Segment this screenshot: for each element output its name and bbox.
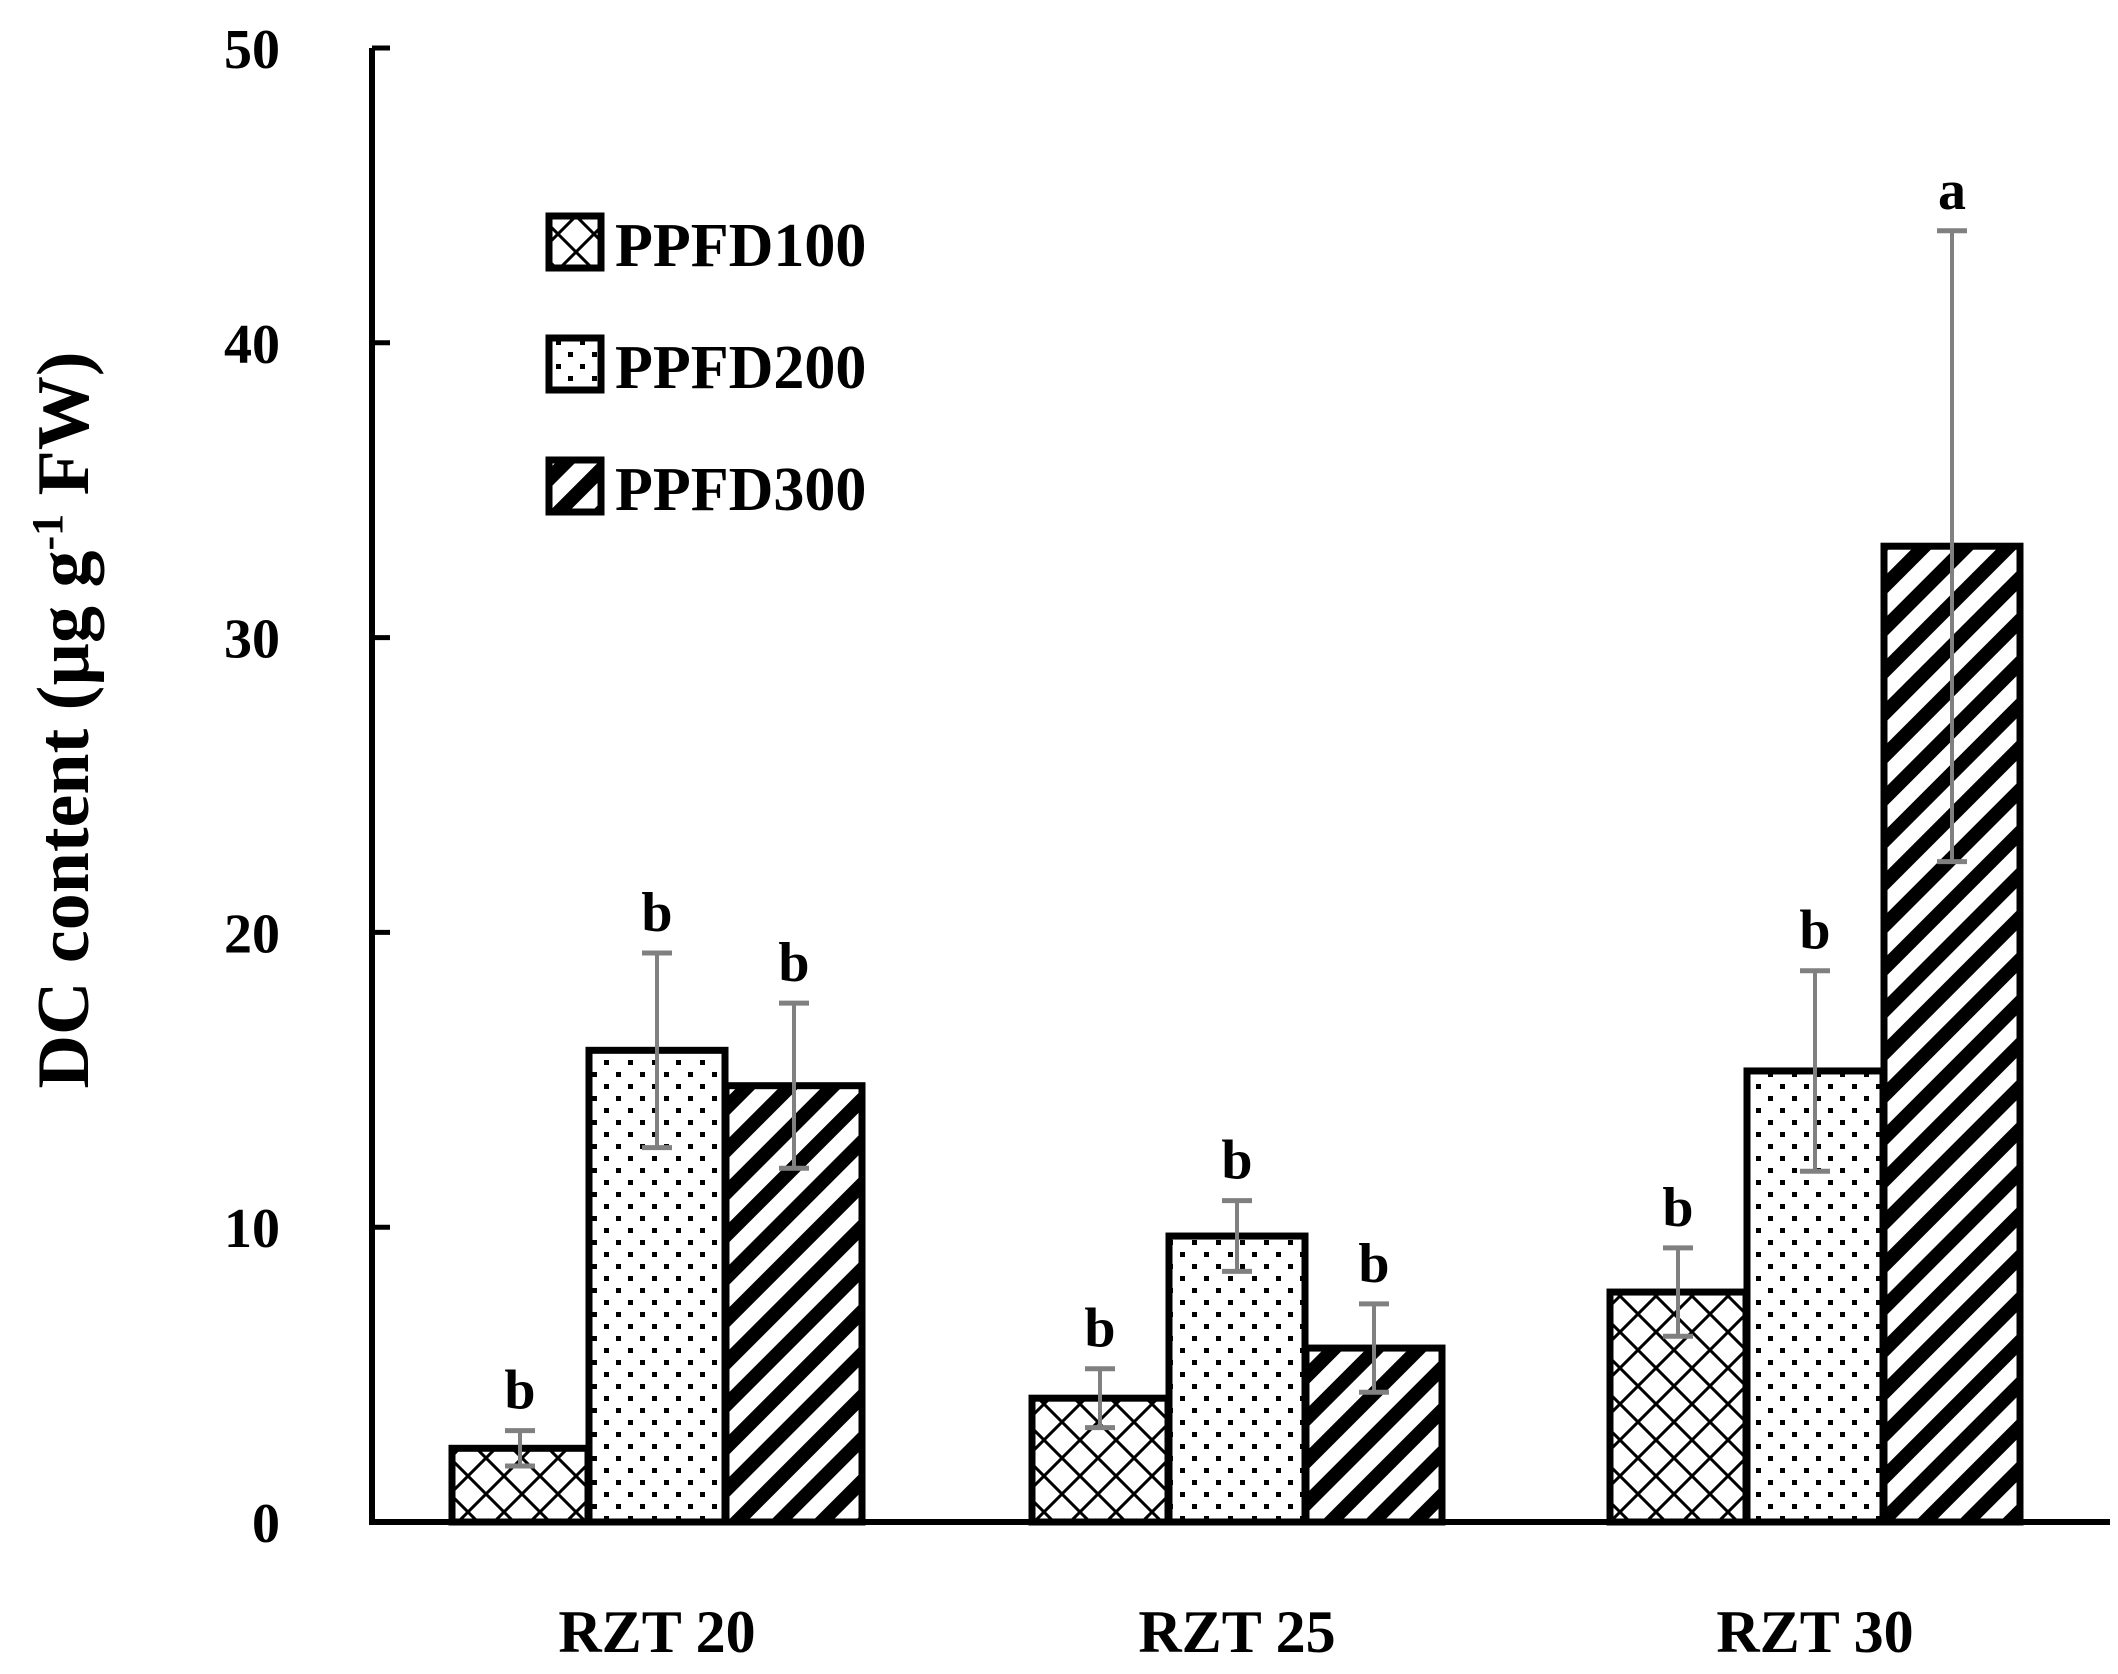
legend-swatch [545,456,605,516]
y-tick-label: 10 [224,1198,280,1260]
y-tick-label: 20 [224,903,280,965]
x-tick-label: RZT 20 [558,1599,755,1665]
legend-label: PPFD100 [615,212,866,280]
significance-label: b [641,882,672,944]
y-tick-label: 40 [224,314,280,376]
error-bar [642,950,672,1151]
significance-labels: b b b b b b b b a [504,160,1966,1422]
legend-swatch [545,334,605,394]
bar-ppfd300-3 [1880,542,2024,1526]
legend-item-ppfd200: PPFD200 [545,334,866,402]
error-bar [1085,1366,1115,1431]
y-tick-label: 50 [224,19,280,81]
error-bar [1663,1245,1693,1339]
y-tick-label: 0 [252,1493,280,1555]
y-axis-title-suffix: FW) [23,352,105,514]
error-bars [505,228,1967,1469]
legend-item-ppfd100: PPFD100 [545,212,866,280]
legend-swatch [545,212,605,272]
significance-label: b [778,932,809,994]
y-tick-label: 30 [224,609,280,671]
error-bar [505,1428,535,1469]
error-bar [1222,1198,1252,1274]
bars [448,542,2024,1526]
significance-label: b [1358,1233,1389,1295]
x-tick-label: RZT 25 [1138,1599,1335,1665]
error-bar [779,1000,809,1171]
legend-label: PPFD200 [615,334,866,402]
significance-label: b [1662,1177,1693,1239]
y-axis: 0 10 20 30 40 50 [224,19,390,1555]
legend-item-ppfd300: PPFD300 [545,456,866,524]
significance-label: b [1799,900,1830,962]
x-axis: RZT 20 RZT 25 RZT 30 [369,1519,2110,1665]
error-bar [1800,968,1830,1174]
significance-label: b [1221,1130,1252,1192]
legend-label: PPFD300 [615,456,866,524]
significance-label: a [1938,160,1966,222]
significance-label: b [504,1360,535,1422]
significance-label: b [1084,1298,1115,1360]
y-axis-title-superscript: -1 [23,514,72,551]
bar-ppfd200-2 [1165,1232,1309,1526]
x-tick-label: RZT 30 [1716,1599,1913,1665]
error-bar [1359,1301,1389,1395]
error-bar [1937,228,1967,865]
y-axis-title: DC content (µg g-1 FW) [23,352,105,1089]
y-axis-title-prefix: DC content (µg g [23,551,105,1089]
legend: PPFD100 PPFD200 PPFD300 [545,212,866,524]
